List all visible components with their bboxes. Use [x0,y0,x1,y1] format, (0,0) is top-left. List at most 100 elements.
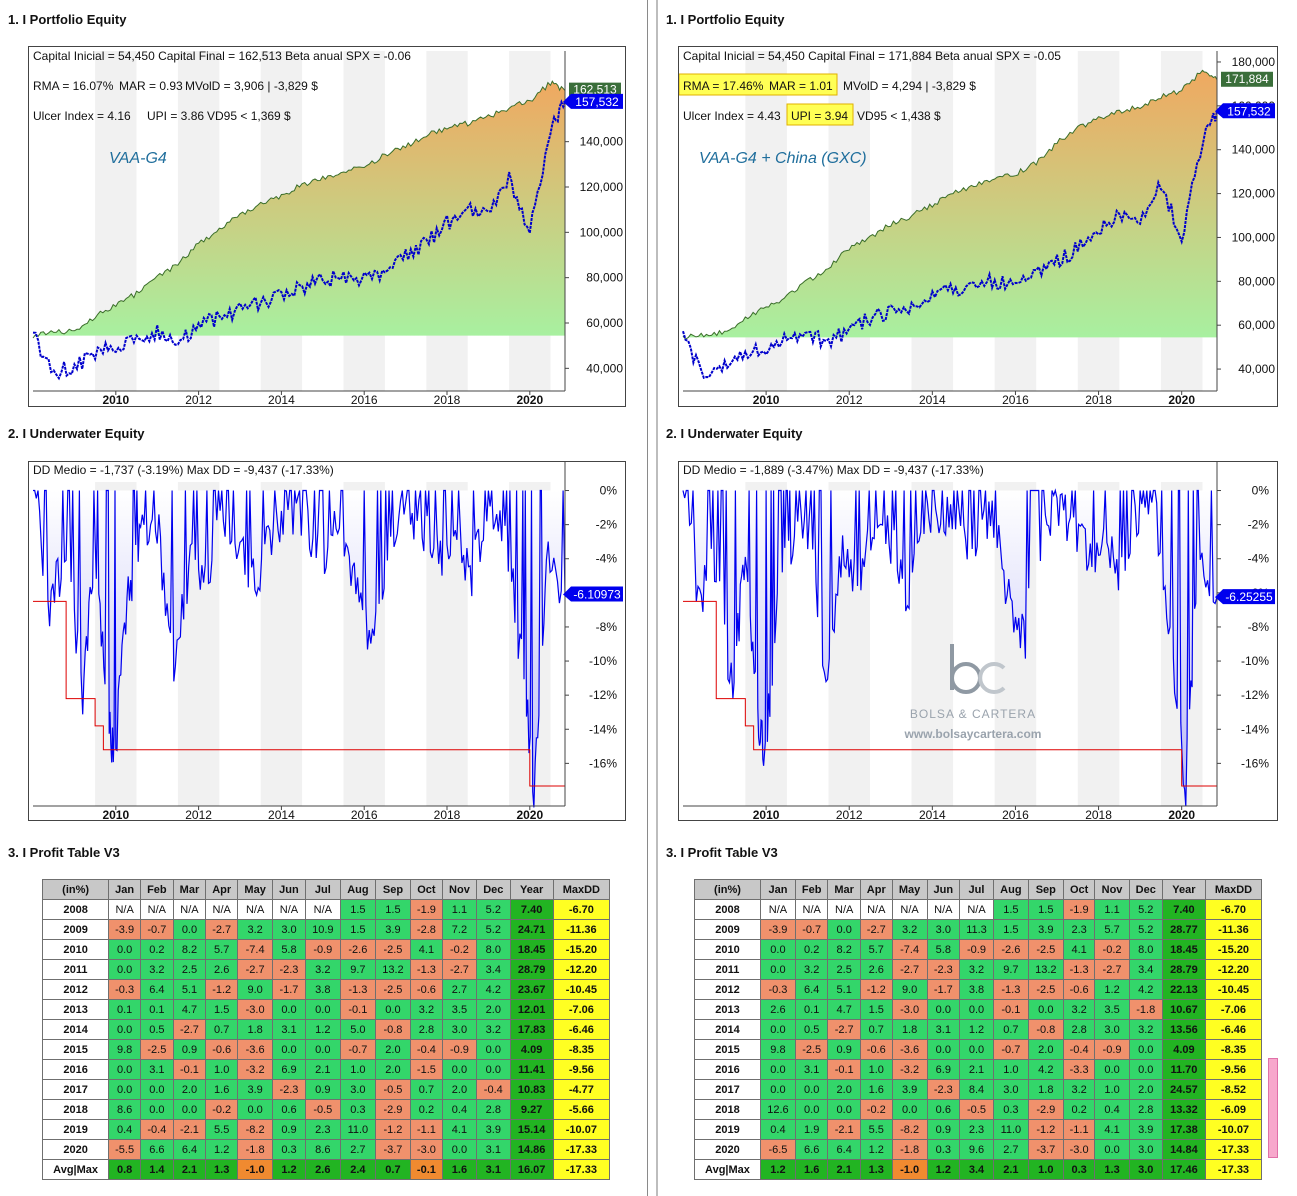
table-cell: 1.5 [205,999,239,1020]
y-tick-label: -4% [1248,552,1270,566]
table-cell: 2.8 [1062,1019,1096,1040]
table-cell: 1.3 [859,1159,893,1180]
y-tick-label: 140,000 [1232,143,1276,157]
table-cell: 4.7 [172,999,207,1020]
table-cell: -8.52 [1204,1079,1263,1100]
table-cell: 17.38 [1161,1119,1206,1140]
table-cell: -0.5 [959,1099,994,1120]
table-cell: -1.3 [1062,959,1096,980]
table-cell: 0.9 [272,1119,306,1140]
table-cell: -3.3 [1062,1059,1096,1080]
table-cell: 0.5 [794,1019,829,1040]
table-cell: -0.9 [304,939,341,960]
table-row: 2016 0.0 3.1 -0.1 1.0 -3.2 6.9 2.1 1.0 4.2 -3.3 0.0… [694,1059,1263,1080]
column-header: Oct [410,879,443,900]
table-cell: 3.1 [476,1139,511,1160]
table-cell: -0.4 [476,1079,511,1100]
table-cell: 5.2 [1128,899,1163,920]
profit-section-title: 3. I Profit Table V3 [8,845,120,860]
year-band [177,51,220,391]
profit-table: (in%) Jan Feb Mar Apr May Jun Jul Aug Sep Oct Nov De… [694,879,1263,1180]
table-cell: 1.5 [859,999,893,1020]
table-cell: 6.4 [172,1139,207,1160]
table-cell: -6.5 [759,1139,796,1160]
table-cell: 2.0 [172,1079,207,1100]
x-tick-label: 2020 [516,808,543,820]
table-row: 2011 0.0 3.2 2.5 2.6 -2.7 -2.3 3.2 9.7 13.2 -1.3 -2… [41,959,611,980]
x-tick-label: 2016 [351,393,378,406]
strategy-label: VAA-G4 + China (GXC) [699,150,867,167]
table-cell: -0.1 [410,1159,443,1180]
row-label: 2015 [41,1039,110,1060]
table-cell: 2.1 [304,1059,341,1080]
table-cell: 1.2 [1094,979,1130,1000]
table-cell: 1.5 [992,899,1029,920]
table-cell: 2.5 [827,959,861,980]
column-header: Jan [108,879,142,900]
table-cell: 14.86 [509,1139,554,1160]
table-row: 2020 -5.5 6.6 6.4 1.2 -1.8 0.3 8.6 2.7 -3.7 -3.0 0.… [41,1139,611,1160]
table-cell: -0.2 [859,1099,893,1120]
row-label: 2010 [41,939,110,960]
table-cell: -3.9 [108,919,142,940]
y-tick-label: 40,000 [1238,362,1275,376]
stats-line: Capital Inicial = 54,450 Capital Final =… [33,49,411,63]
x-tick-label: 2018 [1085,393,1112,406]
table-cell: 3.2 [304,959,341,980]
row-label: 2012 [41,979,110,1000]
x-tick-label: 2014 [919,393,946,406]
table-cell: 3.2 [410,999,443,1020]
table-row: 2019 0.4 -0.4 -2.1 5.5 -8.2 0.9 2.3 11.0 -1.2 -1.1… [41,1119,611,1140]
table-cell: 18.45 [1161,939,1206,960]
equity-area [33,81,565,336]
table-row: 2008 N/A N/A N/A N/A N/A N/A N/A 1.5 1.5 -1.9 1.1 5.… [694,899,1263,920]
table-cell: 0.9 [827,1039,861,1060]
column-header: Jun [926,879,961,900]
table-cell: -1.3 [339,979,376,1000]
table-cell: 0.7 [205,1019,239,1040]
table-cell: 0.4 [108,1119,142,1140]
strategy-line [682,69,1218,340]
table-cell: -1.8 [237,1139,274,1160]
table-row: 2012 -0.3 6.4 5.1 -1.2 9.0 -1.7 3.8 -1.3 -2.5 -0.6… [694,979,1263,1000]
table-row: 2008 N/A N/A N/A N/A N/A N/A N/A 1.5 1.5 -1.9 1.1 5.… [41,899,611,920]
table-cell: -17.33 [552,1159,611,1180]
table-cell: 2.8 [1128,1099,1163,1120]
table-cell: 0.2 [140,939,174,960]
table-cell: -2.7 [827,1019,861,1040]
table-cell: 2.0 [827,1079,861,1100]
table-cell: 0.8 [108,1159,142,1180]
table-cell: 17.83 [509,1019,554,1040]
final-label: 162,513 [573,83,617,97]
table-cell: 0.6 [926,1099,961,1120]
column-header: Nov [441,879,478,900]
table-cell: 2.0 [441,1079,478,1100]
table-row: 2014 0.0 0.5 -2.7 0.7 1.8 3.1 1.2 0.7 -0.8 2.8 3.0 3… [694,1019,1263,1040]
table-cell: -2.7 [172,1019,207,1040]
table-cell: 0.0 [441,1139,478,1160]
y-tick-label: 80,000 [1238,274,1275,288]
table-cell: 2.1 [959,1059,994,1080]
table-cell: 28.79 [509,959,554,980]
row-label: 2009 [41,919,110,940]
table-cell: -2.7 [1094,959,1130,980]
table-cell: 2.6 [304,1159,341,1180]
table-cell: 0.0 [272,1039,306,1060]
equity-area [683,70,1217,338]
y-tick-label: 120,000 [1232,187,1276,201]
table-header-row: (in%) Jan Feb Mar Apr May Jun Jul Aug Sep Oct Nov De… [694,879,1263,900]
table-cell: 1.6 [205,1079,239,1100]
table-row: Avg|Max 1.2 1.6 2.1 1.3 -1.0 1.2 3.4 2.1 1.0 0.3 1.… [694,1159,1263,1180]
table-cell: 0.0 [794,1099,829,1120]
table-cell: 1.2 [759,1159,796,1180]
column-header: Mar [172,879,207,900]
table-cell: 9.27 [509,1099,554,1120]
table-cell: 0.0 [304,999,341,1020]
table-cell: 0.0 [172,1099,207,1120]
table-cell: -2.1 [827,1119,861,1140]
row-label: Avg|Max [41,1159,110,1180]
table-cell: 0.7 [374,1159,412,1180]
table-cell: 4.09 [509,1039,554,1060]
table-cell: -2.7 [205,919,239,940]
column-header: May [237,879,274,900]
